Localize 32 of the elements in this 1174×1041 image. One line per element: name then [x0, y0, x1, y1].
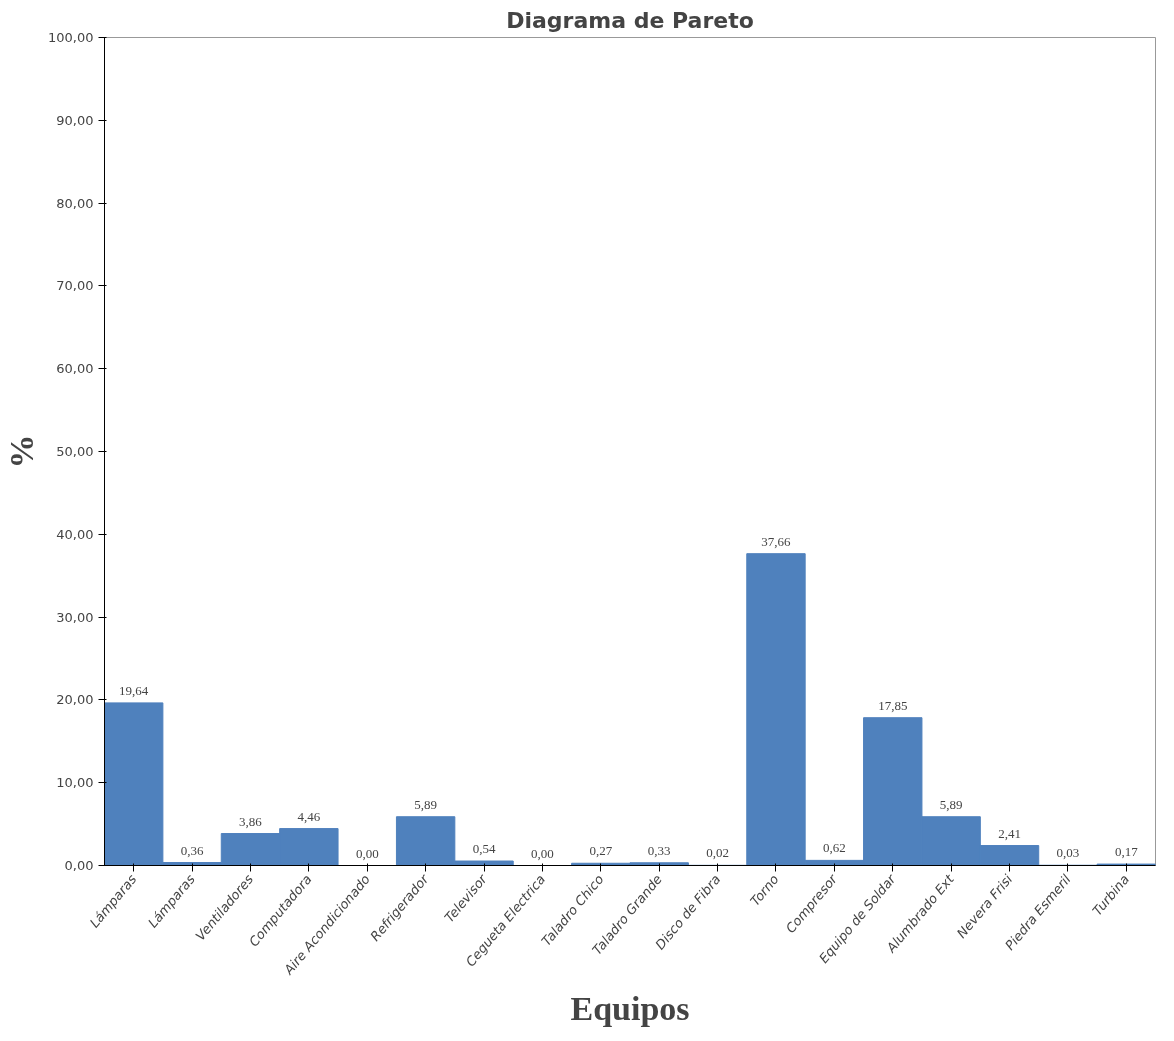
data-label: 0,03	[1056, 845, 1080, 861]
y-tick-label: 60,00	[56, 361, 94, 377]
data-label: 0,36	[180, 842, 204, 858]
data-label: 0,27	[589, 843, 613, 859]
data-label: 0,02	[706, 845, 729, 861]
x-axis-title: Equipos	[570, 990, 690, 1028]
y-tick-label: 90,00	[56, 112, 94, 128]
data-label: 0,00	[531, 845, 554, 861]
data-label: 0,00	[355, 845, 379, 861]
data-label: 19,64	[119, 682, 149, 698]
y-tick-label: 70,00	[56, 278, 94, 294]
y-tick-label: 0,00	[64, 858, 94, 873]
data-label: 5,89	[414, 796, 438, 812]
y-tick-label: 100,00	[48, 30, 94, 45]
data-label: 0,17	[1114, 844, 1139, 860]
data-label: 17,85	[878, 697, 908, 713]
data-label: 2,41	[998, 825, 1021, 841]
y-tick-label: 80,00	[56, 195, 94, 211]
data-label: 0,54	[472, 841, 496, 857]
data-label: 0,62	[822, 840, 846, 856]
y-tick-label: 30,00	[56, 609, 94, 625]
data-label: 4,46	[297, 808, 321, 824]
y-tick-label: 10,00	[56, 775, 94, 791]
y-tick-label: 50,00	[56, 444, 94, 459]
data-label: 0,33	[647, 842, 671, 858]
chart-title: Diagrama de Pareto	[506, 7, 754, 33]
y-tick-label: 40,00	[56, 526, 94, 542]
data-label: 5,89	[939, 796, 963, 812]
data-label: 3,86	[239, 813, 263, 829]
data-label: 37,66	[761, 533, 792, 549]
y-axis-title: %	[3, 434, 41, 469]
y-tick-label: 20,00	[56, 692, 94, 708]
